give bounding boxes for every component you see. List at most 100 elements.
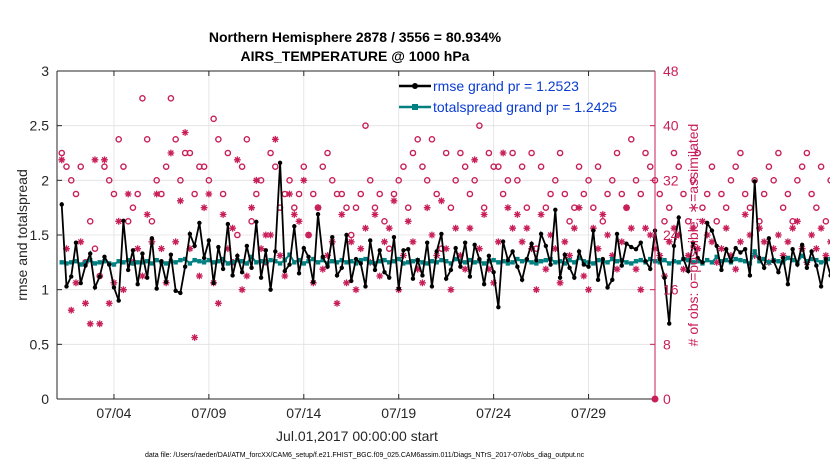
totalspread-point — [429, 259, 435, 264]
obs-possible-marker — [765, 163, 773, 170]
totalspread-point — [496, 260, 501, 265]
y-left-tick-label: 2 — [41, 172, 49, 188]
x-tick-label: 07/24 — [476, 405, 511, 421]
obs-assimilated-marker — [589, 224, 597, 232]
obs-possible-marker — [727, 177, 735, 184]
rmse-point — [443, 276, 449, 281]
obs-possible-marker — [561, 190, 569, 198]
obs-assimilated-marker — [727, 252, 735, 259]
obs-assimilated-marker — [665, 238, 673, 246]
totalspread-point — [667, 261, 672, 266]
obs-assimilated-marker — [642, 224, 649, 232]
obs-possible-marker — [409, 149, 417, 157]
totalspread-point — [97, 260, 102, 265]
obs-assimilated-marker — [699, 217, 706, 225]
obs-assimilated-marker — [423, 204, 431, 212]
obs-assimilated-marker — [271, 135, 279, 143]
obs-assimilated-marker — [718, 245, 725, 253]
rmse-point — [728, 259, 734, 264]
rmse-point — [761, 265, 767, 270]
obs-possible-marker — [120, 163, 127, 170]
totalspread-point — [761, 256, 767, 262]
rmse-point — [368, 238, 373, 243]
obs-assimilated-marker — [751, 252, 759, 259]
rmse-point — [534, 257, 539, 263]
obs-assimilated-marker — [746, 231, 754, 239]
rmse-point — [453, 245, 458, 251]
obs-assimilated-marker — [176, 197, 184, 205]
totalspread-point — [776, 259, 781, 264]
rmse-point — [311, 279, 316, 285]
obs-assimilated-marker — [518, 238, 526, 246]
rmse-point — [648, 266, 653, 272]
y-axis-left-label: rmse and totalspread — [14, 169, 30, 301]
totalspread-point — [64, 261, 69, 266]
obs-possible-marker — [556, 149, 564, 157]
chart-title-line2: AIRS_TEMPERATURE @ 1000 hPa — [241, 48, 470, 64]
obs-possible-marker — [741, 190, 749, 198]
rmse-point — [690, 240, 696, 245]
totalspread-point — [424, 261, 430, 266]
obs-assimilated-marker — [86, 320, 94, 328]
totalspread-point — [187, 261, 193, 266]
obs-assimilated-marker — [214, 299, 222, 307]
totalspread-point — [723, 257, 729, 263]
obs-possible-marker — [362, 122, 369, 129]
obs-assimilated-marker — [566, 252, 573, 259]
rmse-point — [757, 255, 762, 261]
obs-possible-marker — [646, 163, 654, 170]
obs-possible-marker — [770, 177, 777, 184]
obs-assimilated-marker — [684, 252, 692, 259]
obs-possible-marker — [694, 149, 702, 157]
obs-assimilated-marker — [789, 224, 797, 232]
chart-title-line1: Northern Hemisphere 2878 / 3556 = 80.934… — [209, 29, 502, 45]
obs-assimilated-marker — [632, 265, 640, 273]
rmse-point — [462, 240, 468, 245]
totalspread-point — [249, 254, 254, 260]
rmse-point — [173, 288, 178, 293]
obs-possible-marker — [618, 190, 626, 198]
rmse-point — [401, 248, 406, 253]
x-tick-label: 07/19 — [381, 405, 416, 421]
totalspread-point — [315, 260, 321, 265]
obs-possible-marker — [253, 190, 260, 198]
totalspread-point — [140, 260, 145, 265]
rmse-point — [358, 261, 363, 266]
obs-assimilated-marker — [362, 224, 369, 232]
rmse-point — [154, 286, 159, 291]
obs-possible-marker — [139, 95, 146, 102]
obs-assimilated-marker — [694, 245, 702, 253]
x-tick-label: 07/09 — [191, 405, 226, 421]
obs-assimilated-marker — [570, 224, 578, 232]
totalspread-point — [633, 259, 639, 264]
obs-possible-marker — [319, 163, 327, 170]
obs-possible-marker — [400, 163, 407, 170]
obs-possible-marker — [447, 204, 455, 211]
obs-possible-marker — [808, 190, 815, 198]
obs-possible-marker — [514, 177, 521, 184]
rmse-point — [292, 224, 297, 229]
obs-possible-marker — [722, 204, 730, 211]
obs-possible-marker — [580, 190, 588, 198]
totalspread-point — [439, 257, 444, 263]
obs-assimilated-marker — [333, 299, 341, 307]
rmse-point — [396, 286, 401, 291]
legend-rmse-marker — [412, 83, 418, 89]
rmse-point — [477, 256, 482, 262]
totalspread-point — [553, 260, 558, 265]
obs-possible-marker — [395, 177, 403, 184]
obs-assimilated-marker — [200, 204, 208, 212]
obs-assimilated-marker — [509, 224, 517, 232]
obs-assimilated-marker — [186, 245, 194, 253]
obs-assimilated-marker — [91, 156, 99, 164]
obs-assimilated-marker — [281, 272, 289, 280]
totalspread-point — [572, 260, 577, 265]
obs-assimilated-marker — [404, 217, 412, 225]
totalspread-point — [648, 256, 653, 262]
obs-possible-marker — [101, 163, 108, 170]
totalspread-point — [363, 256, 368, 262]
rmse-point — [738, 250, 743, 255]
totalspread-point — [391, 259, 397, 264]
obs-possible-marker — [822, 218, 830, 225]
obs-possible-marker — [732, 163, 739, 170]
